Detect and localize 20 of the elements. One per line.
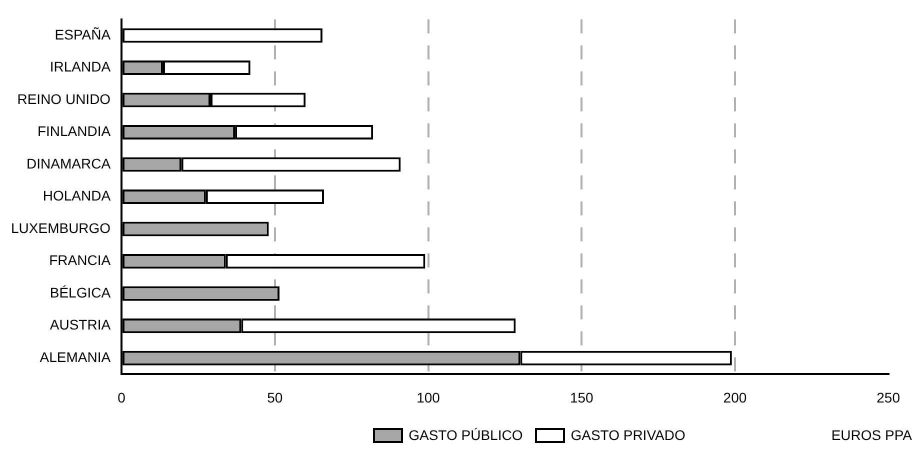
y-tick-label: LUXEMBURGO xyxy=(10,220,111,236)
y-tick-label: HOLANDA xyxy=(42,188,112,204)
legend-label: GASTO PRIVADO xyxy=(570,427,686,443)
x-axis-title: EUROS PPA xyxy=(831,427,912,443)
x-tick-label: 0 xyxy=(118,389,126,406)
x-tick-label: 150 xyxy=(570,389,594,406)
x-tick-label: 250 xyxy=(876,389,900,406)
x-tick-label: 50 xyxy=(267,389,283,406)
y-tick-label: ESPAÑA xyxy=(54,26,112,42)
y-tick-label: FINLANDIA xyxy=(37,123,112,140)
y-tick-label: BÉLGICA xyxy=(50,284,112,300)
y-tick-label: IRLANDA xyxy=(50,58,112,75)
y-tick-label: DINAMARCA xyxy=(26,155,112,172)
y-tick-label: ALEMANIA xyxy=(40,348,112,365)
y-tick-label: REINO UNIDO xyxy=(17,90,111,107)
legend-label: GASTO PÚBLICO xyxy=(408,427,523,443)
y-tick-label: FRANCIA xyxy=(49,252,112,268)
x-tick-label: 100 xyxy=(416,389,440,406)
x-tick-label: 200 xyxy=(723,389,747,406)
y-tick-label: AUSTRIA xyxy=(50,316,112,333)
